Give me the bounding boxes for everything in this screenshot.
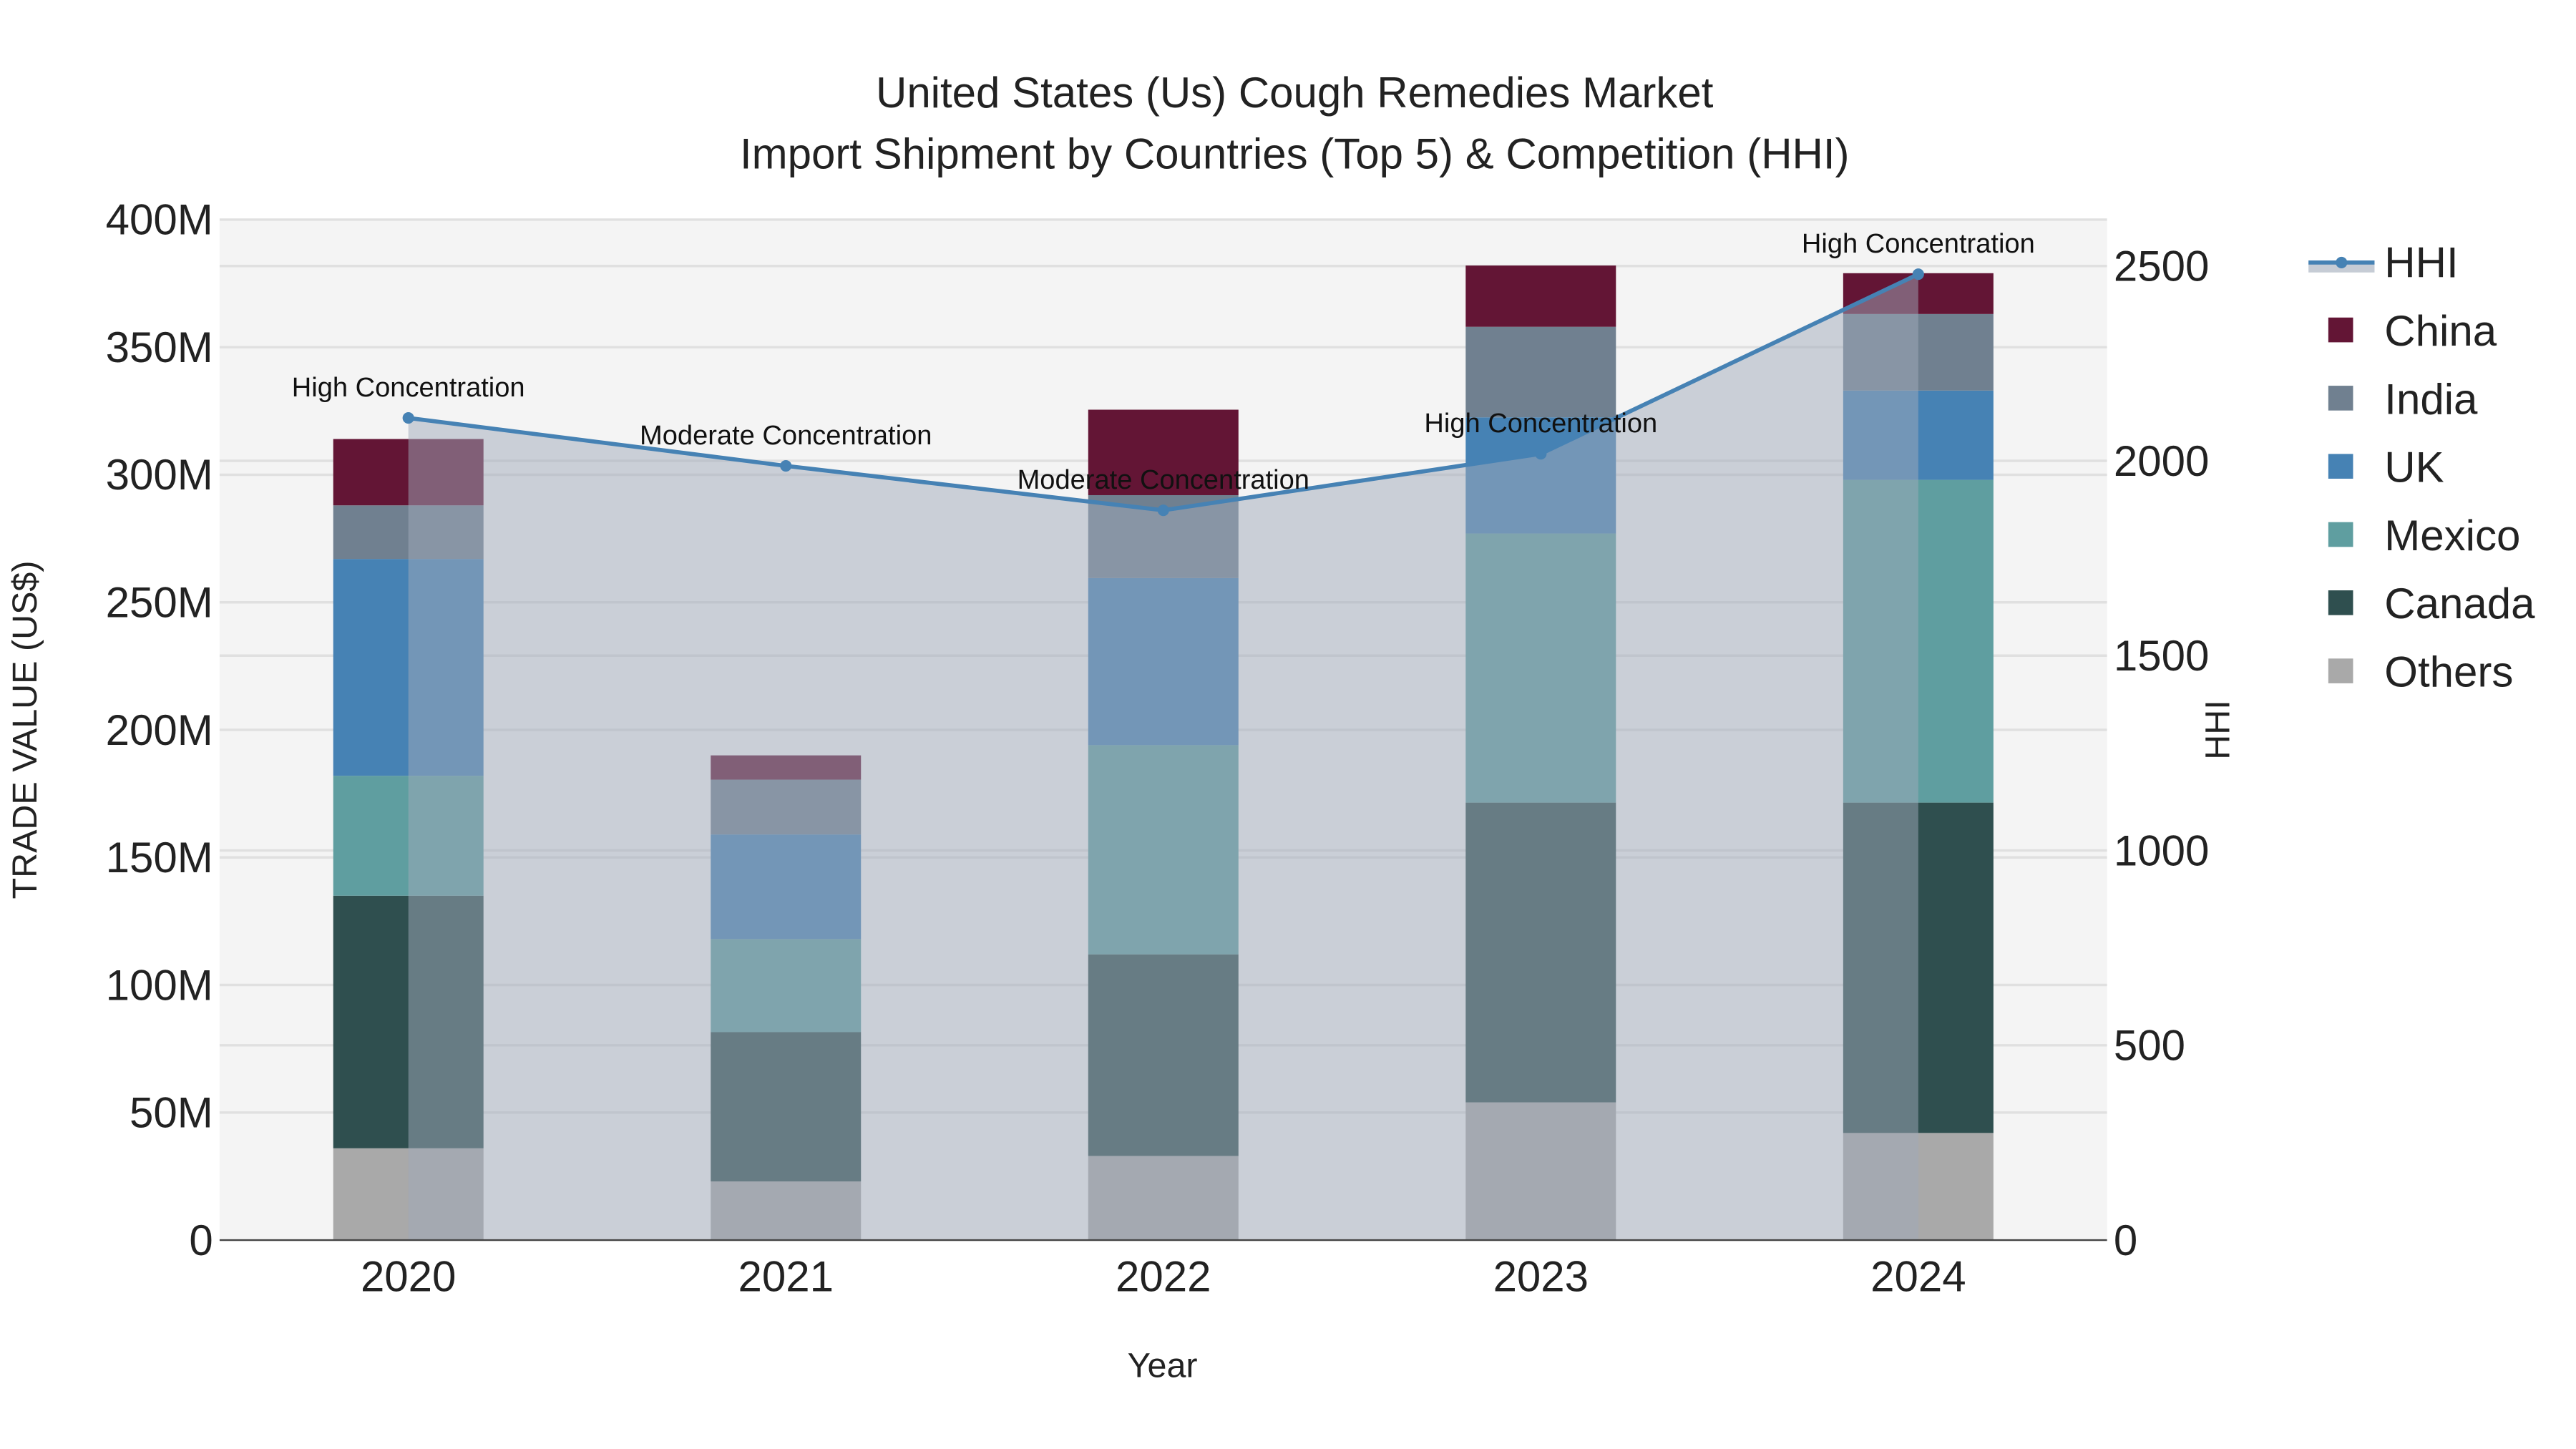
legend-swatch-canada: [2328, 590, 2353, 615]
hhi-annotation: High Concentration: [1424, 409, 1657, 439]
y2-tick-label: 1000: [2114, 826, 2209, 874]
chart-title: United States (Us) Cough Remedies Market: [876, 69, 1714, 117]
y-tick-label: 100M: [106, 961, 213, 1009]
legend-swatch-china: [2328, 317, 2353, 343]
y2-axis-ticks: 0 500 1000 1500 2000 2500: [2114, 242, 2209, 1264]
bar-china: [1465, 265, 1616, 327]
y-tick-label: 400M: [106, 196, 213, 244]
y-tick-label: 250M: [106, 579, 213, 627]
y2-tick-label: 500: [2114, 1022, 2185, 1070]
hhi-point: [1912, 268, 1924, 280]
x-tick-label: 2023: [1493, 1253, 1589, 1301]
y2-tick-label: 2500: [2114, 242, 2209, 290]
hhi-annotation: High Concentration: [292, 373, 525, 403]
y-tick-label: 0: [189, 1216, 213, 1264]
legend-label: Canada: [2384, 580, 2535, 628]
x-tick-label: 2020: [361, 1253, 456, 1301]
hhi-point: [1535, 448, 1547, 460]
legend-swatch-uk: [2328, 454, 2353, 479]
hhi-point: [402, 412, 414, 424]
y2-tick-label: 0: [2114, 1216, 2137, 1264]
hhi-series: High Concentration Moderate Concentration…: [292, 229, 2035, 1241]
hhi-point: [780, 459, 792, 472]
legend-label: HHI: [2384, 239, 2458, 287]
x-tick-label: 2024: [1870, 1253, 1966, 1301]
x-axis-title: Year: [1128, 1347, 1198, 1385]
y-axis-ticks: 0 50M 100M 150M 200M 250M 300M 350M 400M: [106, 196, 213, 1264]
hhi-annotation: High Concentration: [1802, 229, 2035, 259]
y2-tick-label: 1500: [2114, 632, 2209, 680]
hhi-area: [408, 274, 1918, 1241]
legend-label: China: [2384, 307, 2497, 355]
legend-swatch-india: [2328, 386, 2353, 411]
x-tick-label: 2021: [738, 1253, 833, 1301]
hhi-annotation: Moderate Concentration: [1018, 465, 1309, 495]
legend-label: UK: [2384, 444, 2444, 492]
y-tick-label: 50M: [130, 1089, 213, 1137]
y-tick-label: 300M: [106, 451, 213, 499]
y-axis-title: TRADE VALUE (US$): [6, 561, 44, 899]
chart-subtitle: Import Shipment by Countries (Top 5) & C…: [740, 130, 1850, 177]
legend-label: India: [2384, 375, 2478, 423]
x-tick-label: 2022: [1116, 1253, 1211, 1301]
legend-swatch-others: [2328, 658, 2353, 683]
bar-india: [1465, 326, 1616, 418]
y-tick-label: 350M: [106, 323, 213, 371]
legend-swatch-mexico: [2328, 522, 2353, 547]
y-tick-label: 150M: [106, 834, 213, 882]
legend: HHI China India UK Mexico Canada Others: [2308, 239, 2535, 696]
y2-axis-title: HHI: [2198, 700, 2237, 759]
y-tick-label: 200M: [106, 706, 213, 754]
x-axis-ticks: 2020 2021 2022 2023 2024: [361, 1253, 1966, 1301]
legend-label: Mexico: [2384, 512, 2520, 560]
bar-china: [1088, 409, 1239, 495]
hhi-annotation: Moderate Concentration: [640, 421, 932, 451]
legend-label: Others: [2384, 648, 2513, 696]
hhi-point: [1157, 504, 1169, 517]
y2-tick-label: 2000: [2114, 437, 2209, 485]
legend-marker-hhi: [2336, 256, 2348, 268]
